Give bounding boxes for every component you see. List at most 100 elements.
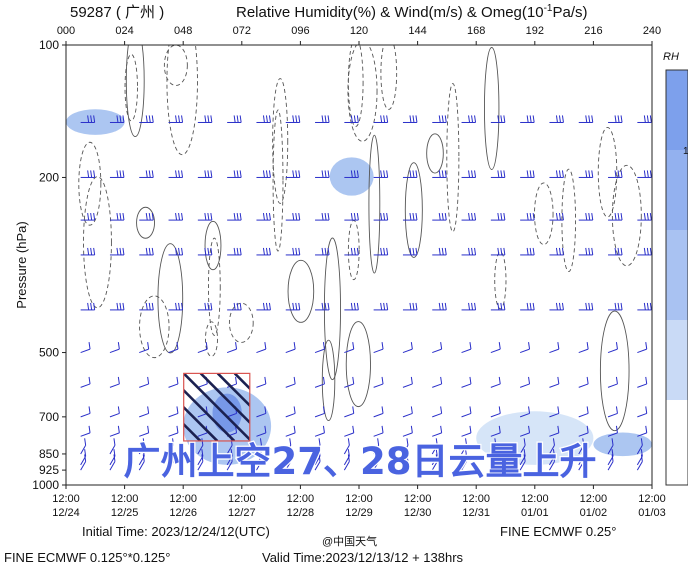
hatch-line — [269, 373, 337, 441]
wind-barb-flag — [582, 449, 585, 457]
wind-barb-flag — [324, 115, 327, 123]
wind-barb-staff — [139, 383, 149, 388]
bottom-tick-date: 12/24 — [52, 507, 80, 519]
hatch-line — [183, 439, 185, 441]
wind-barb-flag — [262, 115, 265, 123]
wind-barb — [519, 425, 531, 437]
wind-barb-flag — [175, 115, 178, 123]
wind-barb-flag — [588, 213, 591, 221]
colorbar-seg-1 — [666, 70, 688, 150]
wind-barb-flag — [327, 302, 330, 310]
wind-barb-flag — [617, 213, 620, 221]
wind-barb-staff — [314, 461, 321, 471]
wind-barb-flag — [528, 342, 531, 350]
wind-barb-flag — [265, 115, 268, 123]
wind-barb-flag — [113, 454, 116, 462]
wind-barb-flag — [555, 170, 558, 178]
wind-barb-staff — [490, 445, 497, 455]
wind-barb-flag — [113, 438, 116, 446]
wind-barb-staff — [373, 348, 384, 354]
wind-barb-flag — [640, 438, 643, 446]
wind-barb — [520, 213, 535, 221]
wind-barb-flag — [88, 406, 91, 414]
top-tick-label: 144 — [408, 25, 426, 37]
omega-contour — [494, 251, 507, 310]
wind-barb — [80, 115, 96, 123]
wind-barb-flag — [93, 115, 96, 123]
wind-barb-staff — [549, 432, 560, 437]
wind-barb-flag — [210, 170, 213, 178]
wind-barb-staff — [80, 461, 87, 471]
wind-barb-flag — [532, 213, 535, 221]
wind-barb — [607, 406, 618, 418]
wind-barb-flag — [347, 438, 350, 446]
wind-barb-flag — [122, 213, 125, 221]
omega-contour — [83, 176, 112, 309]
wind-barb-flag — [289, 454, 292, 462]
wind-barb-flag — [649, 115, 652, 123]
wind-barb-flag — [444, 247, 447, 256]
wind-barb-flag — [435, 438, 438, 446]
wind-barb-flag — [172, 438, 175, 446]
omega-contour — [404, 162, 423, 258]
wind-barb-flag — [90, 170, 93, 178]
omega-contour — [166, 45, 198, 156]
bottom-tick-time: 12:00 — [638, 493, 666, 505]
wind-barb-flag — [268, 170, 271, 178]
wind-barb-staff — [607, 432, 618, 437]
wind-barb-flag — [611, 454, 614, 462]
wind-barb — [490, 438, 497, 455]
bottom-tick-date: 12/29 — [345, 507, 373, 519]
bottom-tick-time: 12:00 — [404, 493, 432, 505]
wind-barb — [227, 247, 242, 256]
wind-barb-flag — [471, 213, 474, 221]
wind-barb-flag — [321, 247, 324, 256]
wind-barb — [549, 376, 560, 388]
wind-barb — [461, 170, 477, 178]
wind-barb — [373, 425, 384, 437]
wind-barb-flag — [649, 302, 652, 310]
wind-barb-flag — [555, 302, 558, 310]
wind-barb-flag — [532, 115, 535, 123]
wind-barb-flag — [148, 170, 151, 178]
colorbar-seg-5 — [666, 400, 688, 485]
wind-barb-flag — [412, 213, 415, 221]
wind-barb-flag — [620, 213, 623, 221]
wind-barb-flag — [468, 170, 471, 178]
wind-barb — [80, 406, 91, 418]
wind-barb-staff — [256, 383, 267, 388]
wind-barb-staff — [344, 432, 354, 437]
bottom-tick-date: 12/26 — [169, 507, 197, 519]
wind-barb-flag — [552, 449, 555, 457]
wind-barb — [432, 302, 447, 311]
wind-barb — [549, 438, 555, 455]
wind-barb-staff — [519, 461, 526, 471]
wind-barb-flag — [523, 454, 526, 462]
wind-barb — [549, 170, 564, 178]
wind-barb-staff — [519, 383, 530, 388]
wind-barb-flag — [324, 302, 327, 310]
wind-barb — [109, 425, 120, 437]
wind-barb-flag — [500, 302, 503, 310]
wind-barb-flag — [591, 115, 594, 123]
wind-barb — [315, 170, 330, 178]
wind-barb — [285, 454, 292, 471]
wind-barb — [520, 302, 535, 311]
wind-barb-staff — [197, 461, 204, 471]
wind-barb — [578, 302, 594, 311]
wind-barb — [402, 438, 409, 455]
wind-barb — [607, 438, 614, 455]
wind-barb-flag — [588, 302, 591, 310]
wind-barb-flag — [321, 170, 324, 178]
wind-barb-flag — [87, 170, 90, 178]
wind-barb-staff — [344, 348, 354, 354]
wind-barb-flag — [93, 170, 96, 178]
wind-barb-staff — [168, 348, 179, 354]
wind-barb — [80, 170, 96, 178]
wind-barb-flag — [643, 213, 646, 221]
wind-barb-flag — [582, 438, 585, 446]
wind-barb-flag — [591, 247, 594, 256]
y-tick-label: 925 — [39, 463, 59, 477]
wind-barb — [256, 425, 267, 437]
wind-barb-flag — [321, 115, 324, 123]
